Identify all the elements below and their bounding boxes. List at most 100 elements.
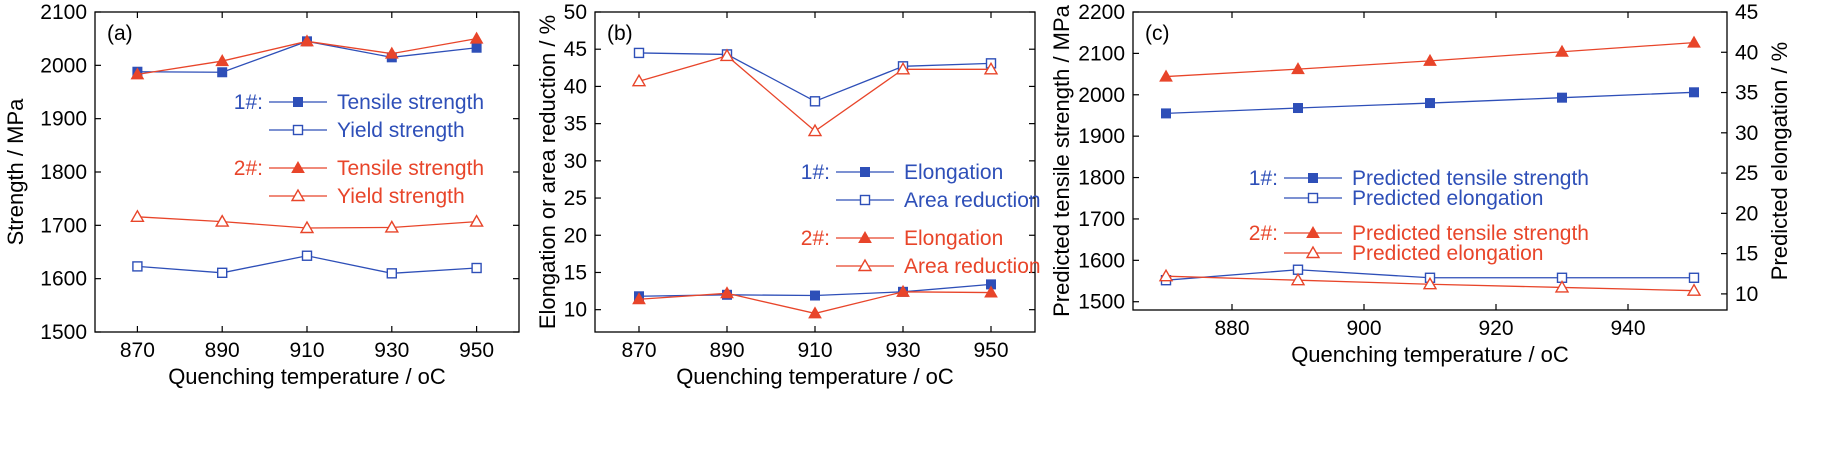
legend-marker [293,97,303,107]
legend-entry: Predicted tensile strength [1352,167,1589,190]
x-tick-label: 890 [205,339,240,362]
data-point [1557,92,1567,103]
series-2-elongation [632,284,998,319]
data-point [130,67,145,80]
y-tick-label: 1500 [1078,291,1125,314]
legend-marker [1307,192,1319,204]
legend-marker [860,167,870,177]
data-point [130,209,145,223]
x-tick-label: 900 [1346,317,1381,340]
panel-label: (a) [107,22,133,45]
y-tick-label: 1700 [40,214,87,237]
y-tick-label: 2000 [1078,84,1125,107]
data-point [1554,280,1570,293]
y2-tick-label: 15 [1735,243,1758,266]
data-point [301,250,313,261]
legend-marker [1308,173,1318,183]
x-tick-label: 940 [1610,317,1645,340]
data-point [1293,103,1303,114]
x-axis-label: Quenching temperature / oC [168,364,446,389]
series-2-tensile-strength [130,31,484,80]
data-point [810,290,820,301]
series-2-predicted-elongation [1158,268,1702,296]
y-axis-label: Elongation or area reduction / % [535,15,560,329]
data-point [633,47,645,59]
series-1-area-reduction [633,47,997,107]
x-tick-label: 870 [120,339,155,362]
data-point [896,284,910,297]
y-axis-label: Predicted tensile strength / MPa [1049,4,1074,317]
data-point [983,61,999,75]
y-tick-label: 35 [564,113,587,136]
data-point [1425,98,1435,109]
data-point [1290,272,1306,286]
panel-label: (c) [1145,22,1170,45]
data-point [808,306,822,319]
y-tick-label: 45 [564,38,587,61]
series-line [638,55,991,132]
x-axis-label-text: Quenching temperature / [676,364,925,389]
data-point [132,261,143,272]
panel-label: (b) [607,22,633,45]
legend-group-label: 2#: [1249,222,1278,245]
y-tick-label: 2200 [1078,1,1125,24]
data-point [1423,53,1437,66]
y-tick-label: 40 [564,75,587,98]
legend: 1#: Tensile strength Yield strength 2#: Tens… [234,91,484,208]
data-point [214,214,230,227]
x-tick-label: 950 [973,339,1008,362]
legend-marker [1306,225,1320,238]
data-point [1689,87,1699,98]
x-tick-label: 950 [459,339,494,362]
chart-panel-a: 870 890 910 930 950 1500 1600 1700 1800 1900 2000 2… [3,1,520,389]
y-tick-label: 20 [564,224,587,247]
legend-entry: Predicted elongation [1352,187,1543,210]
data-point [216,267,228,278]
legend-entry: Elongation [904,161,1003,184]
data-point [386,268,397,279]
x-tick-label: 890 [709,339,744,362]
x-axis-label: Quenching temperature / oC [676,364,954,389]
data-point [1686,283,1702,296]
legend-entry: Tensile strength [337,157,484,180]
series-2-predicted-tensile-strength [1159,35,1701,82]
legend-group-label: 2#: [801,227,830,250]
x-tick-label: 870 [621,339,656,362]
y-tick-label: 50 [564,1,587,24]
legend-group-label: 2#: [234,157,263,180]
y-tick-label: 2000 [40,54,87,77]
x-tick-label: 930 [885,339,920,362]
data-point [299,220,315,234]
x-axis-label-unit: oC [418,364,446,389]
data-point [1687,35,1701,48]
legend-entry: Area reduction [904,189,1041,212]
x-tick-label: 910 [289,339,324,362]
data-point [384,220,400,233]
y-tick-label: 2100 [1078,42,1125,65]
y2-tick-label: 10 [1735,283,1758,306]
plot-frame [1132,11,1728,311]
x-tick-label: 880 [1214,317,1249,340]
y-axis-label: Strength / MPa [3,98,28,246]
data-point [384,46,399,59]
x-tick-label: 910 [797,339,832,362]
data-point [471,42,482,53]
series-line [638,52,992,103]
y-tick-label: 1700 [1078,208,1125,231]
chart-panel-b: 870 890 910 930 950 10 15 20 25 30 35 40 45 50 Quenchi… [535,1,1041,389]
data-point [300,34,314,47]
y-tick-label: 2100 [40,1,87,24]
y2-tick-label: 35 [1735,82,1758,105]
x-axis-label: Quenching temperature / oC [1291,342,1569,367]
series-2-yield-strength [130,209,484,234]
data-point [631,73,647,87]
data-point [1159,69,1173,82]
legend-marker [292,124,304,136]
y2-tick-label: 40 [1735,41,1758,64]
y-tick-label: 1900 [40,108,87,131]
data-point [1291,62,1305,75]
y2-axis-label: Predicted elongation / % [1767,42,1792,281]
legend-marker [1305,245,1321,259]
